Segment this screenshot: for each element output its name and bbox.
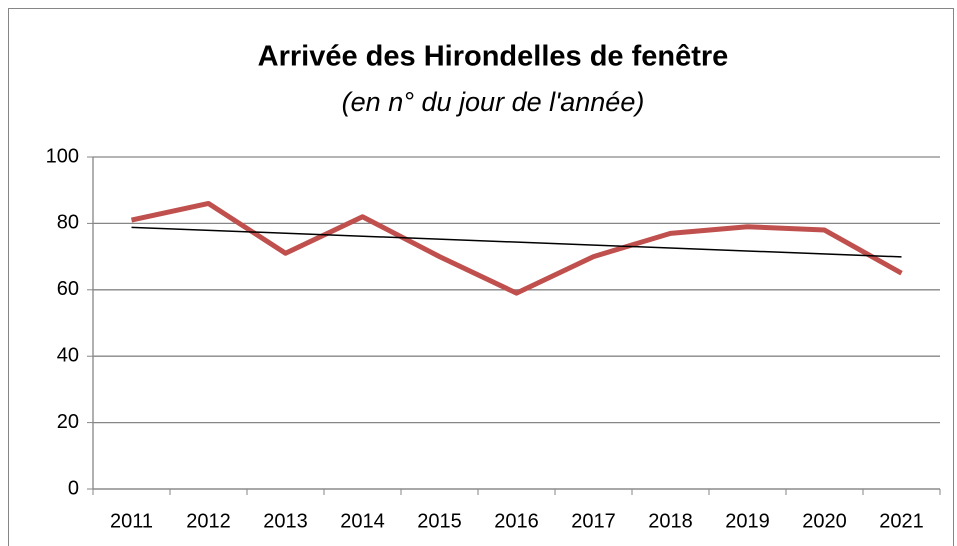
y-tick-label: 0 (68, 477, 79, 499)
x-tick-label: 2014 (340, 510, 385, 532)
y-tick-label: 40 (57, 344, 79, 366)
y-tick-label: 60 (57, 278, 79, 300)
y-tick-label: 100 (46, 145, 79, 167)
x-tick-label: 2011 (110, 510, 153, 532)
x-tick-label: 2012 (186, 510, 231, 532)
chart-title: Arrivée des Hirondelles de fenêtre (258, 41, 729, 73)
x-tick-label: 2015 (417, 510, 462, 532)
x-tick-label: 2018 (648, 510, 693, 532)
trendline (131, 226, 902, 258)
x-tick-label: 2020 (802, 510, 847, 532)
y-tick-label: 80 (57, 212, 79, 234)
y-tick-label: 20 (57, 411, 79, 433)
x-tick-label: 2021 (879, 510, 924, 532)
x-tick-label: 2016 (494, 510, 539, 532)
x-tick-label: 2019 (725, 510, 770, 532)
chart-subtitle: (en n° du jour de l'année) (342, 87, 645, 117)
x-tick-label: 2017 (571, 510, 616, 532)
x-tick-label: 2013 (263, 510, 308, 532)
data-line (130, 200, 903, 296)
